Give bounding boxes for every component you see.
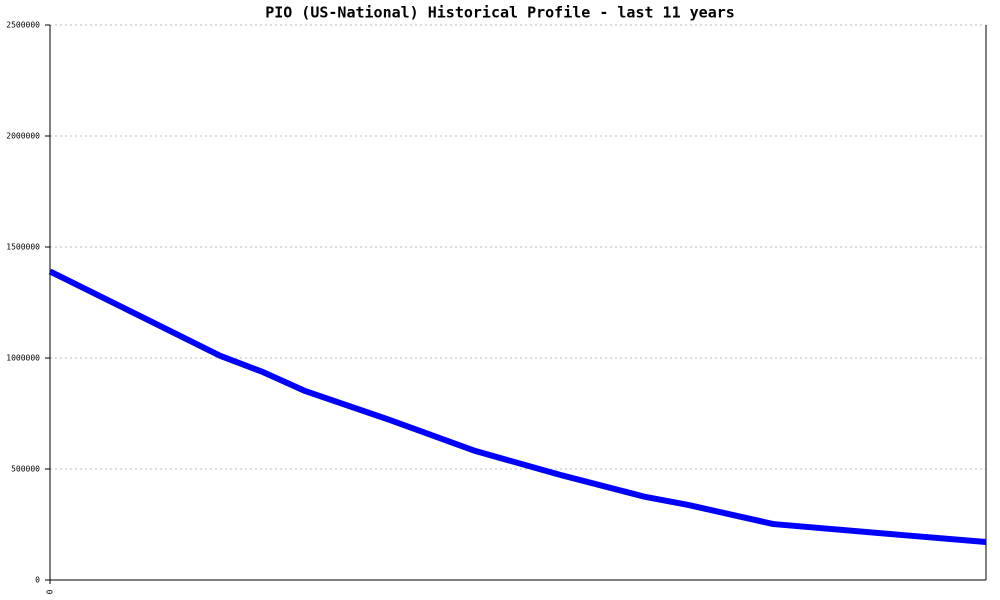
chart-title: PIO (US-National) Historical Profile - l… bbox=[265, 4, 735, 22]
y-tick-label: 500000 bbox=[11, 465, 40, 474]
y-tick-label: 0 bbox=[35, 576, 40, 585]
data-line bbox=[48, 268, 987, 546]
y-tick-label: 2000000 bbox=[6, 132, 40, 141]
x-tick-label: 0 bbox=[46, 589, 55, 594]
y-tick-label: 2500000 bbox=[6, 21, 40, 30]
y-tick-label: 1500000 bbox=[6, 243, 40, 252]
y-tick-label: 1000000 bbox=[6, 354, 40, 363]
